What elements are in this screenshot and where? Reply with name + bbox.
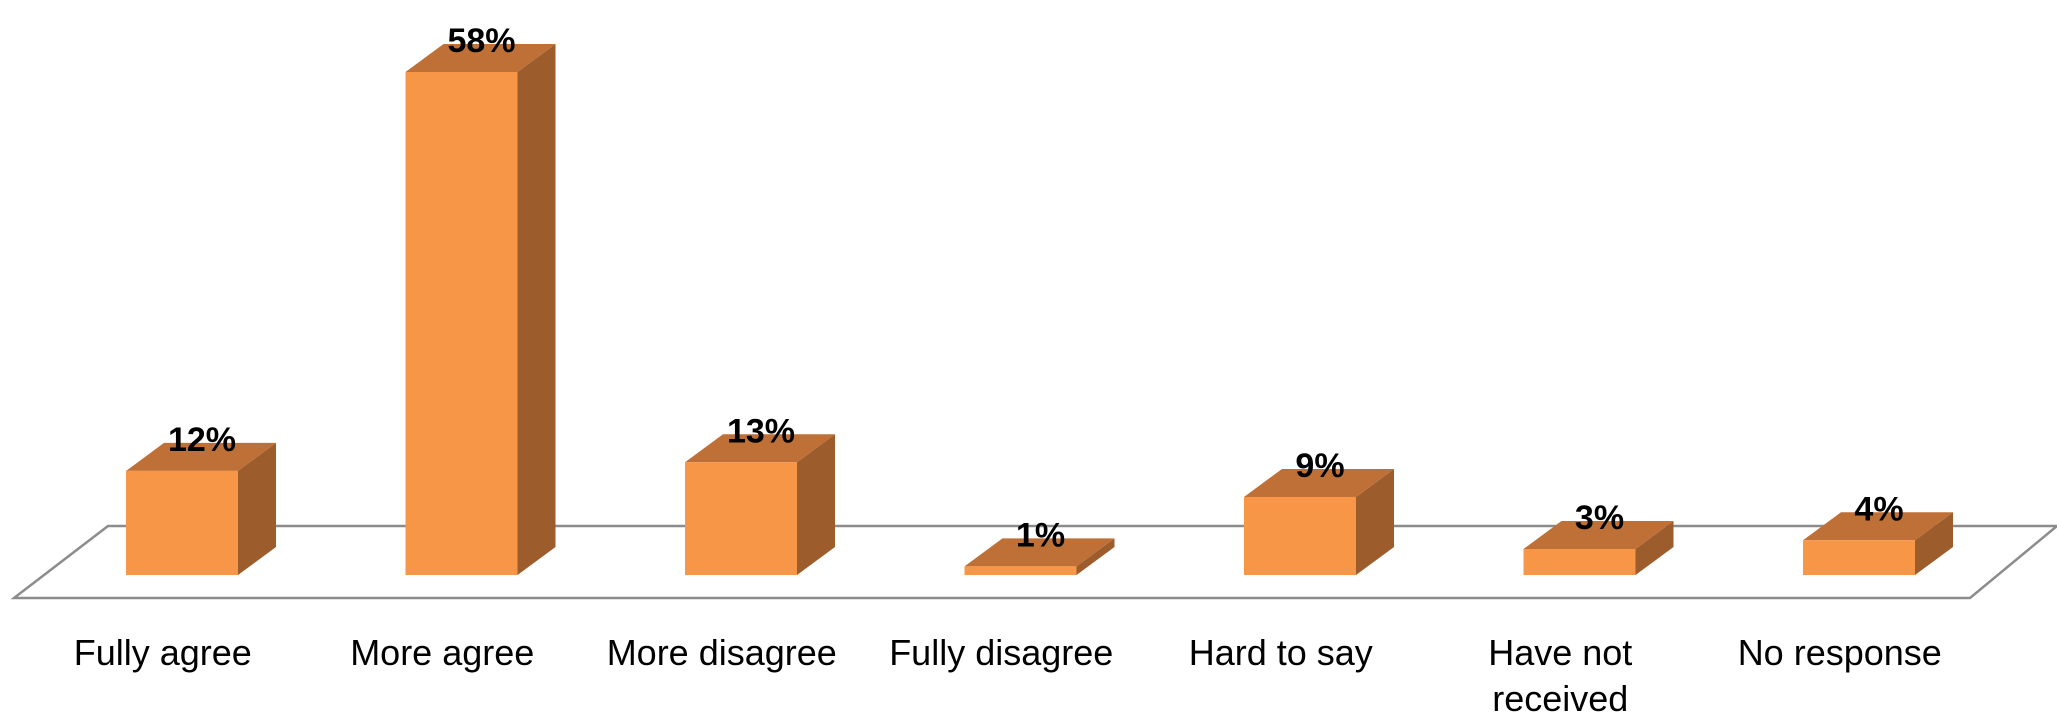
bar-front-face	[1803, 540, 1915, 575]
data-label: 3%	[1575, 499, 1624, 537]
bar-side-face	[1356, 468, 1394, 575]
category-label-line: received	[1492, 678, 1628, 719]
bar-1	[405, 44, 556, 575]
bar-2	[685, 434, 835, 575]
data-label: 58%	[447, 22, 515, 60]
category-label: More agree	[350, 632, 534, 673]
category-label: Fully disagree	[889, 632, 1113, 673]
bar-front-face	[126, 470, 238, 575]
bar-top-face	[964, 538, 1115, 567]
bar-side-face	[797, 434, 835, 575]
category-label-line: Hard to say	[1189, 632, 1373, 673]
bar-top-face	[1803, 512, 1953, 541]
data-label: 12%	[168, 421, 236, 459]
data-label: 9%	[1295, 447, 1344, 485]
bar-4	[1244, 468, 1394, 575]
bar-6	[1803, 512, 1953, 575]
data-label: 1%	[1016, 516, 1065, 554]
bar-front-face	[964, 566, 1077, 575]
bar-front-face	[1244, 496, 1356, 575]
bar-side-face	[1915, 512, 1953, 575]
category-label-line: More disagree	[607, 632, 837, 673]
bar-3	[964, 538, 1115, 575]
data-label: 4%	[1854, 490, 1903, 528]
category-label: Fully agree	[74, 632, 252, 673]
data-label: 13%	[727, 412, 795, 450]
category-label-line: No response	[1738, 632, 1942, 673]
data-labels-group: 12% 58% 13% 1% 9% 3% 4%	[168, 22, 1904, 554]
chart-floor	[10, 524, 2057, 600]
bar-top-face	[126, 442, 276, 471]
category-label: No response	[1738, 632, 1942, 673]
bar-top-face	[1523, 520, 1674, 549]
bar-top-face	[1244, 468, 1394, 497]
bar-0	[126, 442, 276, 575]
category-label: Have not received	[1488, 632, 1632, 719]
bar-side-face	[238, 442, 276, 575]
bar-side-face	[1635, 520, 1674, 575]
bar-front-face	[405, 72, 518, 575]
bar-front-face	[1523, 548, 1636, 575]
category-labels-group: Fully agree More agree More disagree Fully …	[74, 632, 1942, 719]
bar-top-face	[685, 434, 835, 463]
category-label-line: More agree	[350, 632, 534, 673]
floor-plane	[10, 524, 2057, 600]
bars-group	[126, 44, 1953, 575]
bar-front-face	[685, 462, 797, 575]
category-label: Hard to say	[1189, 632, 1373, 673]
category-label: More disagree	[607, 632, 837, 673]
bar-side-face	[517, 44, 556, 575]
bar-top-face	[405, 44, 556, 72]
category-label-line: Have not	[1488, 632, 1632, 673]
category-label-line: Fully agree	[74, 632, 252, 673]
category-label-line: Fully disagree	[889, 632, 1113, 673]
bar-5	[1523, 520, 1674, 575]
bar-side-face	[1076, 538, 1115, 575]
